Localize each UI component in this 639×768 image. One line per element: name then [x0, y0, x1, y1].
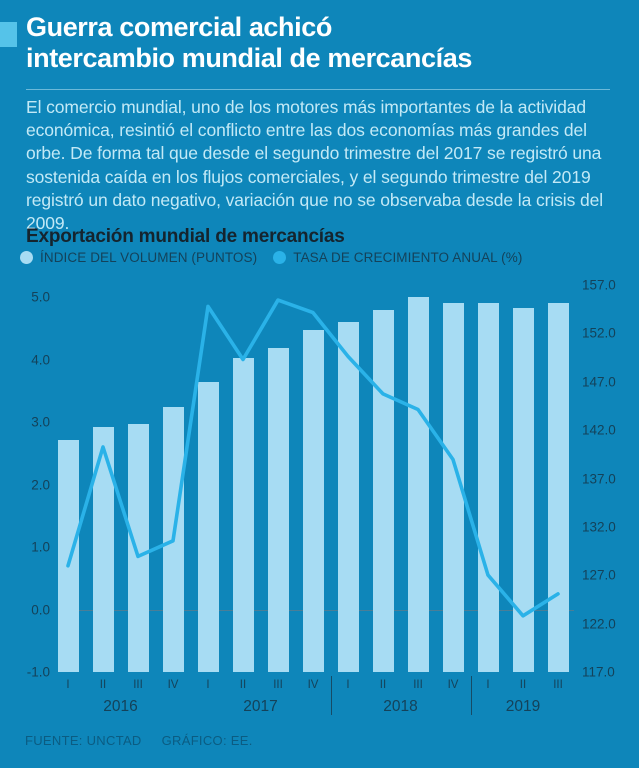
right-axis-tick: 132.0	[582, 519, 616, 535]
page-title: Guerra comercial achicó intercambio mundi…	[26, 12, 472, 74]
quarter-label: I	[206, 679, 210, 691]
quarter-label: I	[346, 679, 350, 691]
quarter-label: IV	[447, 679, 459, 691]
plot-area	[57, 285, 574, 672]
growth-legend-dot-icon	[273, 251, 287, 264]
volume-bar	[197, 381, 219, 672]
year-label: 2016	[103, 698, 138, 715]
x-axis: I II III IV I II III IV I II III IV I II III 2016 2017 20…	[58, 672, 578, 724]
volume-bar	[302, 329, 324, 672]
volume-bar	[442, 303, 464, 672]
growth-line-chart	[66, 298, 560, 618]
year-divider	[330, 676, 332, 715]
right-axis-tick: 122.0	[582, 616, 616, 632]
growth-line	[66, 298, 560, 618]
volume-bar	[92, 427, 114, 672]
right-axis-tick: 117.0	[582, 664, 615, 680]
volume-bar	[267, 347, 289, 672]
legend-item-volume: ÍNDICE DEL VOLUMEN (PUNTOS)	[20, 250, 257, 265]
quarter-label: III	[553, 679, 563, 691]
volume-bar	[547, 303, 569, 672]
source-label: FUENTE: UNCTAD	[25, 733, 142, 748]
left-axis-tick: 5.0	[31, 289, 50, 305]
volume-legend-dot-icon	[20, 251, 33, 264]
quarter-label: II	[99, 679, 107, 691]
quarter-label: II	[519, 679, 527, 691]
volume-bar	[372, 310, 394, 672]
volume-bar	[407, 296, 429, 672]
right-axis-tick: 127.0	[582, 567, 616, 583]
quarter-label: II	[379, 679, 387, 691]
left-axis-tick: 1.0	[31, 539, 50, 555]
quarter-label: III	[413, 679, 423, 691]
title-separator	[26, 89, 610, 90]
volume-bar	[127, 424, 149, 672]
right-axis-tick: 157.0	[582, 277, 616, 293]
quarter-label: II	[239, 679, 247, 691]
left-axis-tick: 3.0	[31, 414, 50, 430]
volume-bar	[512, 308, 534, 672]
right-axis-tick: 147.0	[582, 374, 616, 390]
year-divider	[470, 676, 472, 715]
left-axis-tick: 4.0	[31, 352, 50, 367]
quarter-label: I	[486, 679, 490, 691]
right-axis-tick: 152.0	[582, 325, 616, 341]
quarter-label: I	[66, 679, 70, 691]
right-axis-tick: 142.0	[582, 422, 616, 438]
chart-legend: ÍNDICE DEL VOLUMEN (PUNTOS) TASA DE CREC…	[20, 250, 522, 265]
year-label: 2017	[243, 698, 278, 715]
credit-label: GRÁFICO: EE.	[161, 733, 253, 748]
volume-bar	[232, 357, 254, 672]
volume-bar	[57, 439, 79, 672]
year-label: 2019	[505, 698, 541, 715]
year-label: 2018	[383, 698, 418, 715]
quarter-label: IV	[167, 679, 179, 691]
intro-paragraph: El comercio mundial, uno de los motores …	[26, 97, 604, 234]
left-axis-tick: 0.0	[31, 602, 50, 617]
left-axis: 5.0 4.0 3.0 2.0 1.0 0.0 -1.0	[0, 285, 52, 680]
quarter-label: III	[133, 679, 143, 691]
right-axis: 157.0 152.0 147.0 142.0 137.0 132.0 127.0 122.0…	[580, 278, 639, 680]
left-axis-tick: 2.0	[31, 477, 50, 492]
volume-bar	[337, 321, 359, 672]
legend-label-growth: TASA DE CRECIMIENTO ANUAL (%)	[293, 250, 523, 265]
title-line-2: intercambio mundial de mercancías	[26, 43, 472, 73]
footer: FUENTE: UNCTAD GRÁFICO: EE.	[25, 733, 253, 748]
right-axis-tick: 137.0	[582, 471, 616, 486]
left-axis-tick: -1.0	[26, 664, 50, 680]
title-accent-marker	[0, 22, 17, 47]
chart-title: Exportación mundial de mercancías	[26, 226, 345, 247]
title-line-1: Guerra comercial achicó	[26, 12, 332, 42]
quarter-label: IV	[307, 679, 319, 691]
legend-item-growth: TASA DE CRECIMIENTO ANUAL (%)	[273, 250, 522, 265]
legend-label-volume: ÍNDICE DEL VOLUMEN (PUNTOS)	[40, 250, 258, 265]
quarter-label: III	[273, 679, 283, 691]
